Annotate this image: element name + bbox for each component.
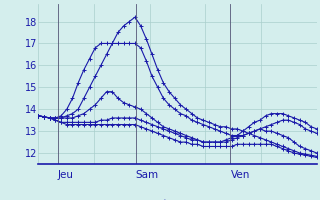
Text: Jeu: Jeu <box>58 170 74 180</box>
Text: Sam: Sam <box>136 170 159 180</box>
Text: Ven: Ven <box>230 170 250 180</box>
Text: Température (°c): Température (°c) <box>133 199 222 200</box>
